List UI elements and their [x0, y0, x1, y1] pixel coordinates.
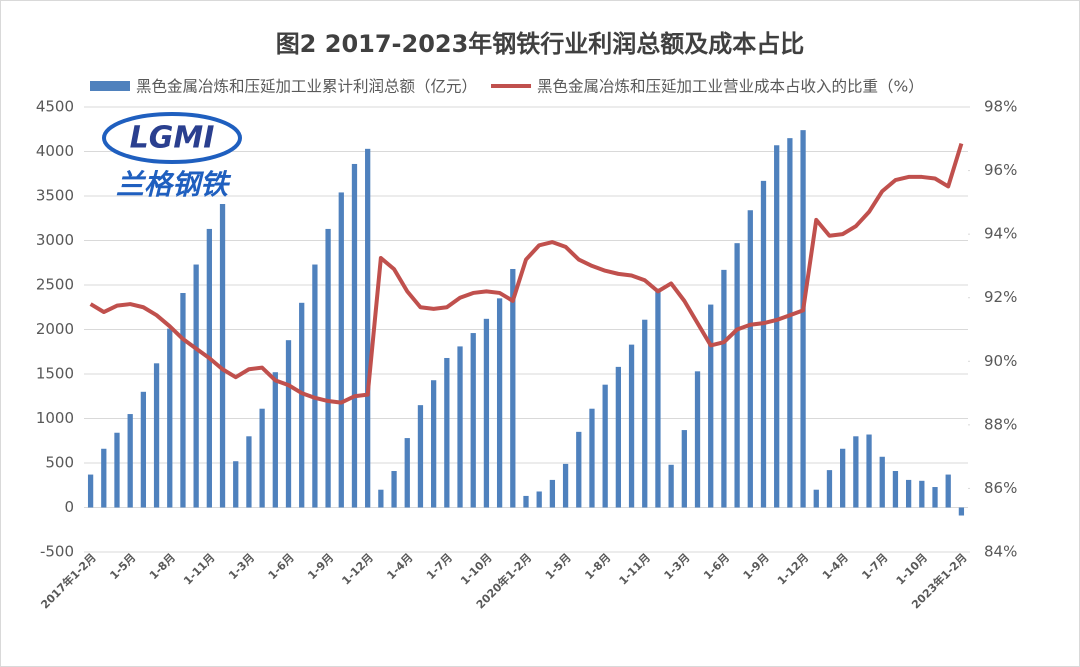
y-tick-label: 2000 — [36, 320, 74, 338]
bar — [642, 319, 648, 508]
bar — [826, 470, 833, 508]
bar — [246, 436, 252, 508]
y2-tick-label: 98% — [984, 98, 1017, 116]
bar — [417, 405, 424, 508]
bar — [140, 391, 147, 508]
bar — [114, 432, 120, 508]
bar — [470, 333, 476, 508]
y2-tick-label: 96% — [984, 161, 1017, 179]
logo-subtitle: 兰格钢铁 — [116, 168, 232, 201]
bar — [655, 288, 661, 508]
bar — [800, 130, 806, 508]
y2-tick-label: 94% — [984, 225, 1017, 243]
legend-swatch — [90, 81, 130, 91]
legend-label: 黑色金属冶炼和压延加工业营业成本占收入的比重（%） — [537, 78, 924, 96]
bar — [734, 243, 740, 508]
bar — [760, 180, 767, 508]
bar — [853, 436, 859, 508]
bar — [219, 204, 226, 508]
y2-tick-label: 92% — [984, 288, 1017, 306]
bar — [866, 434, 872, 508]
bar — [628, 344, 635, 508]
bar — [945, 474, 951, 508]
bar — [351, 163, 358, 508]
y-tick-label: 2500 — [36, 276, 74, 294]
bar — [127, 414, 133, 508]
bar — [694, 371, 701, 508]
bar — [905, 479, 912, 508]
bar — [813, 489, 819, 508]
bar — [562, 463, 569, 508]
y-tick-label: 3500 — [36, 187, 74, 205]
bar — [444, 357, 450, 508]
bar — [549, 479, 556, 508]
legend-item: 黑色金属冶炼和压延加工业营业成本占收入的比重（%） — [491, 78, 924, 96]
bar — [153, 363, 160, 508]
bar — [206, 228, 212, 508]
bar — [510, 268, 516, 508]
bar — [365, 148, 371, 508]
bar — [774, 145, 780, 508]
bar — [259, 408, 265, 508]
bar — [391, 471, 397, 508]
y-tick-label: 0 — [64, 498, 74, 516]
bar — [523, 495, 529, 508]
bar — [378, 489, 384, 508]
bar — [708, 304, 714, 508]
bar — [932, 487, 938, 508]
bar — [87, 474, 94, 508]
logo: LGMI 兰格钢铁 — [102, 112, 242, 201]
y-tick-label: 1500 — [36, 365, 74, 383]
y-tick-label: 1000 — [36, 409, 74, 427]
bar — [892, 471, 899, 508]
line — [89, 142, 964, 405]
bar — [721, 269, 727, 508]
bar — [576, 431, 582, 508]
bar — [431, 380, 437, 508]
bar — [496, 298, 503, 508]
bar — [299, 302, 305, 508]
bar — [602, 384, 608, 508]
bar — [615, 366, 621, 508]
y2-tick-label: 84% — [984, 543, 1017, 561]
bar — [483, 318, 490, 508]
bar — [681, 430, 687, 508]
bar — [840, 448, 846, 508]
bar — [180, 293, 186, 508]
bar — [536, 491, 542, 508]
bar — [787, 138, 793, 508]
bar — [958, 507, 965, 516]
bar — [272, 372, 278, 508]
bar — [193, 264, 199, 508]
y-tick-label: 4000 — [36, 142, 74, 160]
bar — [747, 210, 753, 508]
legend-label: 黑色金属冶炼和压延加工业累计利润总额（亿元） — [136, 78, 477, 96]
bar — [668, 464, 674, 508]
bar — [101, 448, 107, 508]
y-tick-label: 500 — [45, 454, 74, 472]
y2-tick-label: 90% — [984, 352, 1017, 370]
bar — [167, 328, 173, 508]
bar — [233, 461, 239, 508]
bar — [338, 192, 344, 508]
bar — [404, 438, 410, 508]
logo-ring — [102, 112, 242, 164]
y-tick-label: -500 — [40, 543, 74, 561]
bar — [312, 264, 318, 508]
legend-item: 黑色金属冶炼和压延加工业累计利润总额（亿元） — [90, 78, 477, 96]
bar — [919, 480, 925, 508]
y2-tick-label: 88% — [984, 415, 1017, 433]
logo-text: LGMI — [130, 121, 215, 156]
bar — [589, 408, 595, 508]
bar — [457, 346, 463, 508]
bar — [285, 340, 292, 508]
chart-title: 图2 2017-2023年钢铁行业利润总额及成本占比 — [276, 30, 805, 58]
bar — [325, 228, 331, 508]
y-tick-label: 4500 — [36, 98, 74, 116]
y-tick-label: 3000 — [36, 231, 74, 249]
y2-tick-label: 86% — [984, 479, 1017, 497]
bar — [879, 456, 885, 508]
